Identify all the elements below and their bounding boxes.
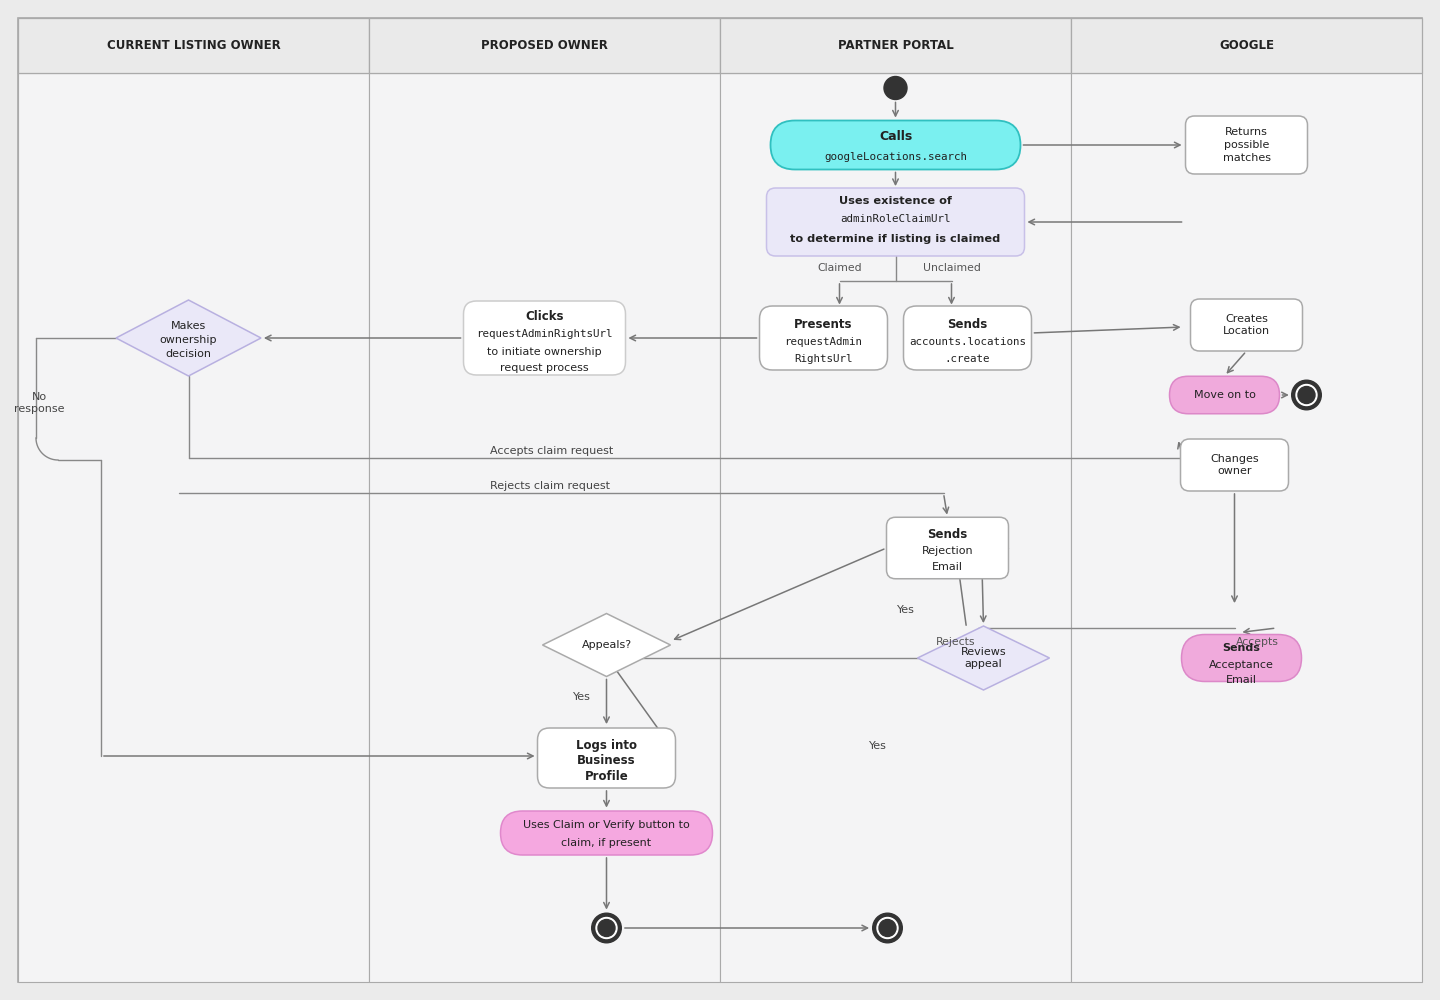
Circle shape (877, 918, 899, 938)
Text: Uses Claim or Verify button to: Uses Claim or Verify button to (523, 820, 690, 830)
Polygon shape (543, 613, 671, 676)
Circle shape (596, 918, 616, 938)
Text: Logs into: Logs into (576, 738, 636, 752)
Text: adminRoleClaimUrl: adminRoleClaimUrl (841, 214, 950, 224)
FancyBboxPatch shape (770, 120, 1021, 169)
FancyBboxPatch shape (887, 517, 1008, 579)
Circle shape (1292, 380, 1322, 410)
Circle shape (884, 77, 907, 100)
Text: Move on to: Move on to (1194, 390, 1256, 400)
Text: GOOGLE: GOOGLE (1220, 39, 1274, 52)
FancyBboxPatch shape (17, 18, 1423, 982)
Text: CURRENT LISTING OWNER: CURRENT LISTING OWNER (107, 39, 281, 52)
Text: Appeals?: Appeals? (582, 640, 632, 650)
Text: Yes: Yes (897, 605, 914, 615)
FancyBboxPatch shape (369, 18, 720, 73)
Text: claim, if present: claim, if present (562, 838, 651, 848)
FancyBboxPatch shape (766, 188, 1024, 256)
Text: Sends: Sends (927, 528, 968, 540)
FancyBboxPatch shape (1185, 116, 1308, 174)
Text: .create: .create (945, 354, 991, 364)
Circle shape (873, 913, 903, 943)
Text: Acceptance: Acceptance (1210, 660, 1274, 670)
Polygon shape (117, 300, 261, 376)
Text: Business: Business (577, 754, 636, 768)
FancyBboxPatch shape (17, 18, 369, 73)
Text: Makes: Makes (171, 321, 206, 331)
Text: Clicks: Clicks (526, 310, 563, 322)
Text: request process: request process (500, 363, 589, 373)
Text: ownership: ownership (160, 335, 217, 345)
Text: requestAdmin: requestAdmin (785, 337, 863, 347)
Text: Email: Email (932, 562, 963, 572)
FancyBboxPatch shape (501, 811, 713, 855)
Circle shape (592, 913, 621, 943)
FancyBboxPatch shape (903, 306, 1031, 370)
Text: Uses existence of: Uses existence of (840, 196, 952, 207)
Text: PROPOSED OWNER: PROPOSED OWNER (481, 39, 608, 52)
FancyBboxPatch shape (759, 306, 887, 370)
Text: Rejects: Rejects (936, 637, 975, 647)
Text: Yes: Yes (868, 741, 887, 751)
FancyBboxPatch shape (369, 73, 720, 982)
Circle shape (1297, 386, 1315, 403)
Text: Unclaimed: Unclaimed (923, 263, 981, 273)
Text: Presents: Presents (795, 318, 852, 330)
Text: decision: decision (166, 349, 212, 359)
Circle shape (1296, 384, 1318, 406)
FancyBboxPatch shape (720, 73, 1071, 982)
Text: Yes: Yes (573, 692, 590, 702)
Text: to initiate ownership: to initiate ownership (487, 347, 602, 357)
Text: Returns
possible
matches: Returns possible matches (1223, 127, 1270, 163)
FancyBboxPatch shape (1181, 635, 1302, 682)
Text: googleLocations.search: googleLocations.search (824, 151, 968, 161)
FancyBboxPatch shape (464, 301, 625, 375)
Text: Reviews
appeal: Reviews appeal (960, 647, 1007, 669)
FancyBboxPatch shape (1169, 376, 1280, 414)
FancyBboxPatch shape (1191, 299, 1303, 351)
FancyBboxPatch shape (1181, 439, 1289, 491)
Text: RightsUrl: RightsUrl (795, 354, 852, 364)
Text: Rejection: Rejection (922, 546, 973, 556)
FancyBboxPatch shape (1071, 18, 1423, 73)
Text: to determine if listing is claimed: to determine if listing is claimed (791, 234, 1001, 244)
Text: Email: Email (1225, 675, 1257, 685)
FancyBboxPatch shape (537, 728, 675, 788)
Text: accounts.locations: accounts.locations (909, 337, 1025, 347)
Text: Changes
owner: Changes owner (1210, 454, 1259, 476)
Text: Claimed: Claimed (816, 263, 861, 273)
FancyBboxPatch shape (720, 18, 1071, 73)
Text: Sends: Sends (948, 318, 988, 330)
FancyBboxPatch shape (1071, 73, 1423, 982)
Text: Calls: Calls (878, 130, 912, 143)
Text: Sends: Sends (1223, 643, 1260, 653)
Text: Profile: Profile (585, 770, 628, 784)
Circle shape (598, 920, 615, 936)
Text: Accepts claim request: Accepts claim request (490, 446, 613, 456)
Text: Creates
Location: Creates Location (1223, 314, 1270, 336)
Circle shape (878, 920, 896, 936)
Text: Rejects claim request: Rejects claim request (490, 481, 609, 491)
Text: Accepts: Accepts (1236, 637, 1279, 647)
Text: requestAdminRightsUrl: requestAdminRightsUrl (477, 329, 613, 339)
Text: No
response: No response (14, 392, 65, 414)
FancyBboxPatch shape (17, 73, 369, 982)
Text: PARTNER PORTAL: PARTNER PORTAL (838, 39, 953, 52)
Polygon shape (917, 626, 1050, 690)
